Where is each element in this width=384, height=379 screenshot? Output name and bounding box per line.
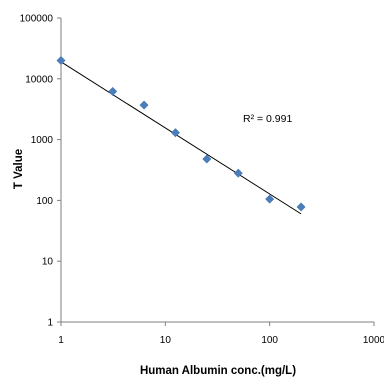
data-point (139, 100, 149, 110)
data-point (56, 55, 66, 66)
trendline (60, 61, 302, 215)
axes (57, 17, 375, 326)
y-tick-label: 100 (36, 196, 53, 207)
y-tick-labels: 1 10 100 1000 10000 100000 (20, 14, 54, 329)
x-tick-label: 10 (160, 335, 172, 346)
x-tick-labels: 1 10 100 1000 (58, 335, 384, 346)
x-tick-label: 1000 (363, 335, 384, 346)
r-squared-annotation: R² = 0.991 (243, 113, 292, 125)
data-point (202, 154, 212, 164)
data-points (56, 55, 306, 212)
x-axis-title: Human Albumin conc.(mg/L) (140, 365, 296, 377)
data-point (296, 202, 306, 212)
y-axis-title: T Value (13, 149, 25, 189)
y-tick-label: 1000 (31, 135, 54, 146)
x-tick-label: 100 (261, 335, 278, 346)
y-tick-label: 100000 (20, 14, 54, 25)
data-point (265, 194, 275, 204)
data-point (170, 128, 180, 138)
y-tick-label: 10000 (25, 74, 53, 85)
x-tick-label: 1 (58, 335, 64, 346)
data-point (233, 168, 243, 178)
trendline-group (60, 61, 302, 215)
y-tick-label: 1 (47, 318, 53, 329)
data-point (108, 86, 118, 96)
y-tick-label: 10 (42, 257, 54, 268)
